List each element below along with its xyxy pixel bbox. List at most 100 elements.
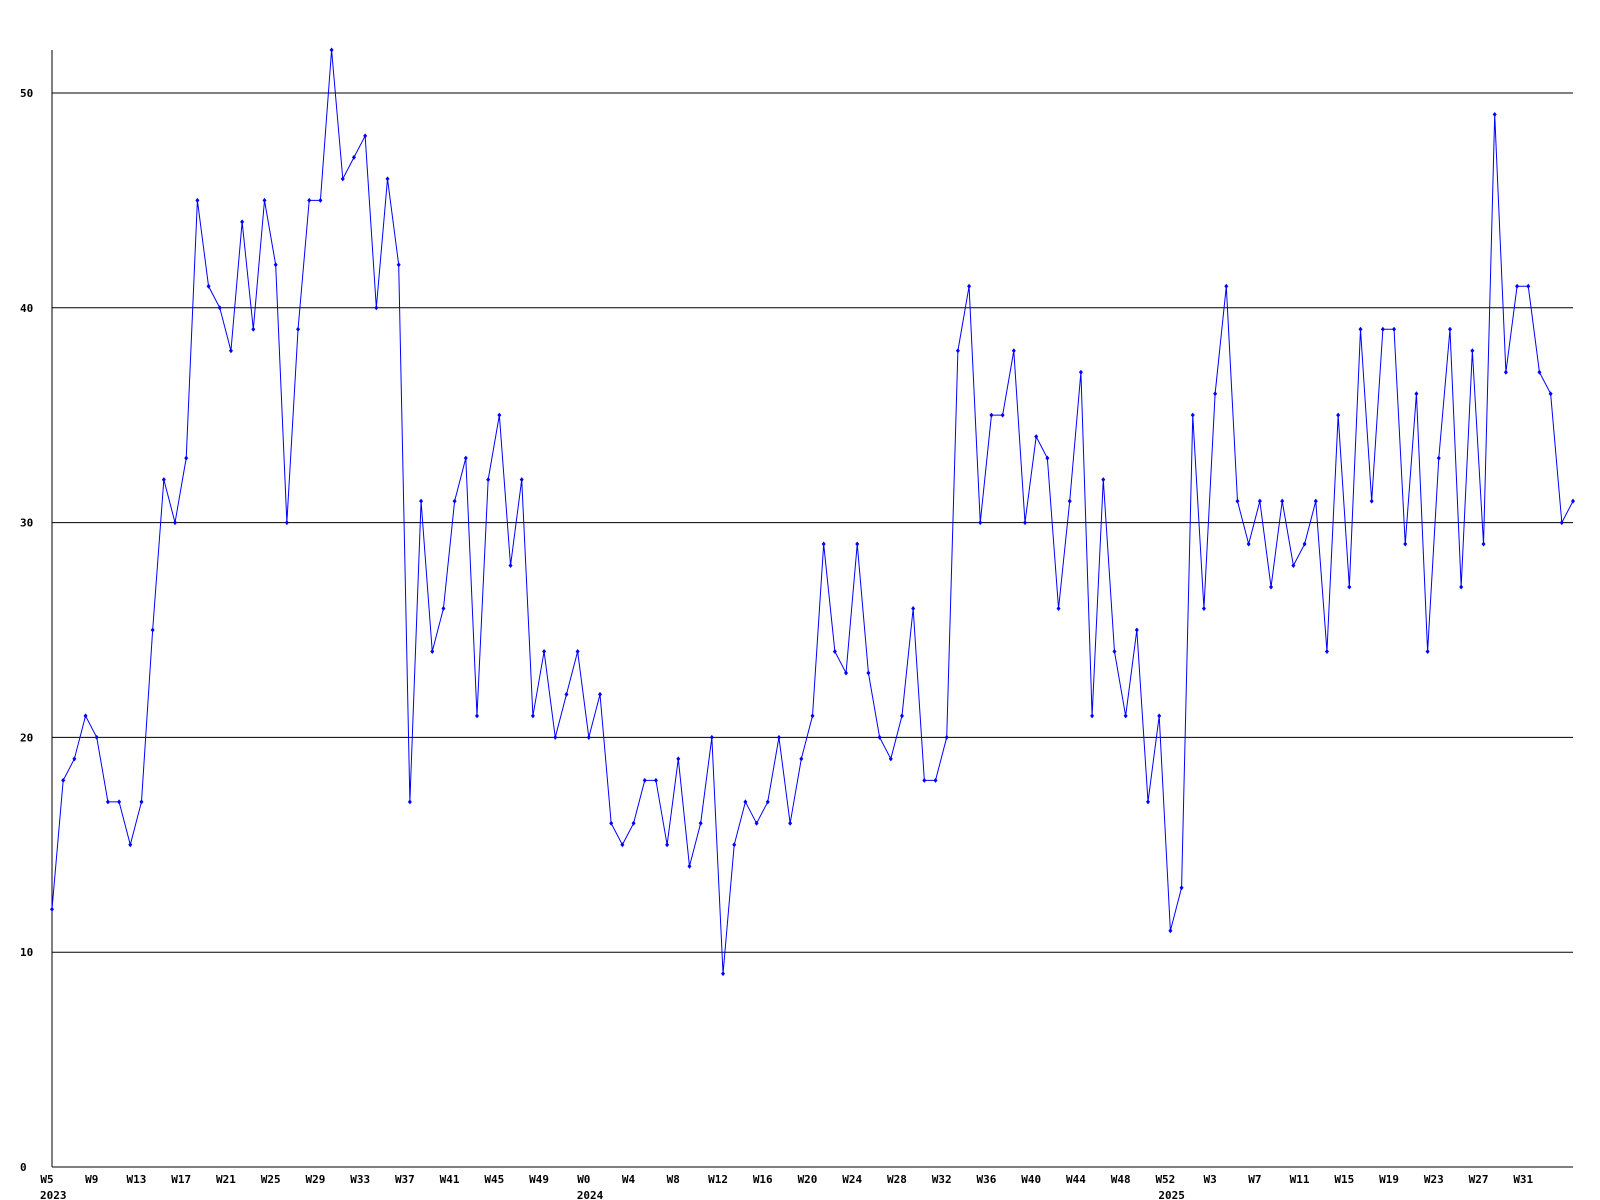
point — [1022, 520, 1027, 526]
x-tick-label: W29 — [305, 1173, 325, 1186]
point — [866, 670, 871, 676]
point — [329, 47, 334, 53]
point — [810, 713, 815, 719]
y-tick-label: 40 — [20, 302, 33, 315]
point — [1414, 391, 1419, 397]
year-label: 2023 — [40, 1189, 67, 1200]
point — [754, 820, 759, 826]
point — [687, 863, 692, 869]
point — [1358, 326, 1363, 332]
point — [1571, 498, 1575, 504]
point — [1313, 498, 1318, 504]
x-tick-label: W40 — [1021, 1173, 1041, 1186]
point — [83, 713, 88, 719]
line — [51, 49, 1574, 974]
point — [474, 713, 479, 719]
point — [1302, 541, 1307, 547]
point — [642, 777, 647, 783]
x-tick-label: W52 — [1155, 1173, 1175, 1186]
x-tick-label: W20 — [798, 1173, 818, 1186]
point — [1324, 648, 1329, 654]
point — [486, 477, 491, 483]
x-tick-label: W15 — [1334, 1173, 1354, 1186]
point — [1336, 412, 1341, 418]
x-tick-label: W31 — [1513, 1173, 1533, 1186]
point — [351, 154, 356, 160]
x-tick-label: W3 — [1203, 1173, 1216, 1186]
point — [788, 820, 793, 826]
point — [117, 799, 122, 805]
point — [698, 820, 703, 826]
x-tick-label: W45 — [484, 1173, 504, 1186]
point — [251, 326, 256, 332]
point — [989, 412, 994, 418]
x-tick-label: W7 — [1248, 1173, 1261, 1186]
point — [799, 756, 804, 762]
point — [631, 820, 636, 826]
x-tick-label: W13 — [127, 1173, 147, 1186]
point — [1436, 455, 1441, 461]
point — [1000, 412, 1005, 418]
point — [967, 283, 972, 289]
point — [161, 477, 166, 483]
point — [430, 648, 435, 654]
x-tick-label: W49 — [529, 1173, 549, 1186]
point — [855, 541, 860, 547]
point — [1470, 348, 1475, 354]
x-tick-label: W16 — [753, 1173, 773, 1186]
point — [1369, 498, 1374, 504]
point — [609, 820, 614, 826]
point — [732, 842, 737, 848]
point — [575, 648, 580, 654]
x-tick-label: W8 — [667, 1173, 680, 1186]
point — [150, 627, 155, 633]
point — [1269, 584, 1274, 590]
point — [542, 648, 547, 654]
x-tick-label: W33 — [350, 1173, 370, 1186]
point — [1246, 541, 1251, 547]
point — [1503, 369, 1508, 375]
point — [1447, 326, 1452, 332]
point — [1481, 541, 1486, 547]
point — [407, 799, 412, 805]
point — [721, 971, 726, 977]
year-label: 2025 — [1158, 1189, 1185, 1200]
point — [1213, 391, 1218, 397]
point — [1425, 648, 1430, 654]
point — [1168, 928, 1173, 934]
point — [888, 756, 893, 762]
x-tick-label: W5 — [40, 1173, 53, 1186]
point — [899, 713, 904, 719]
point — [586, 734, 591, 740]
point — [620, 842, 625, 848]
x-tick-label: W41 — [440, 1173, 460, 1186]
point — [911, 606, 916, 611]
point — [240, 219, 245, 225]
x-tick-label: W32 — [932, 1173, 952, 1186]
x-tick-label: W28 — [887, 1173, 907, 1186]
point — [1112, 648, 1117, 654]
point — [318, 197, 323, 203]
point — [1123, 713, 1128, 719]
point — [978, 520, 983, 526]
point — [184, 455, 189, 461]
point — [1537, 369, 1542, 375]
point — [743, 799, 748, 805]
point — [1146, 799, 1151, 805]
point — [765, 799, 770, 805]
point — [553, 734, 558, 740]
point — [1224, 283, 1229, 289]
point — [61, 777, 66, 783]
point — [128, 842, 133, 848]
point — [1179, 885, 1184, 891]
point — [676, 756, 681, 762]
point — [877, 734, 882, 740]
point — [709, 734, 714, 740]
point — [844, 670, 849, 676]
x-tick-label: W9 — [85, 1173, 98, 1186]
point — [519, 477, 524, 483]
point — [206, 283, 211, 289]
point — [1559, 520, 1564, 526]
